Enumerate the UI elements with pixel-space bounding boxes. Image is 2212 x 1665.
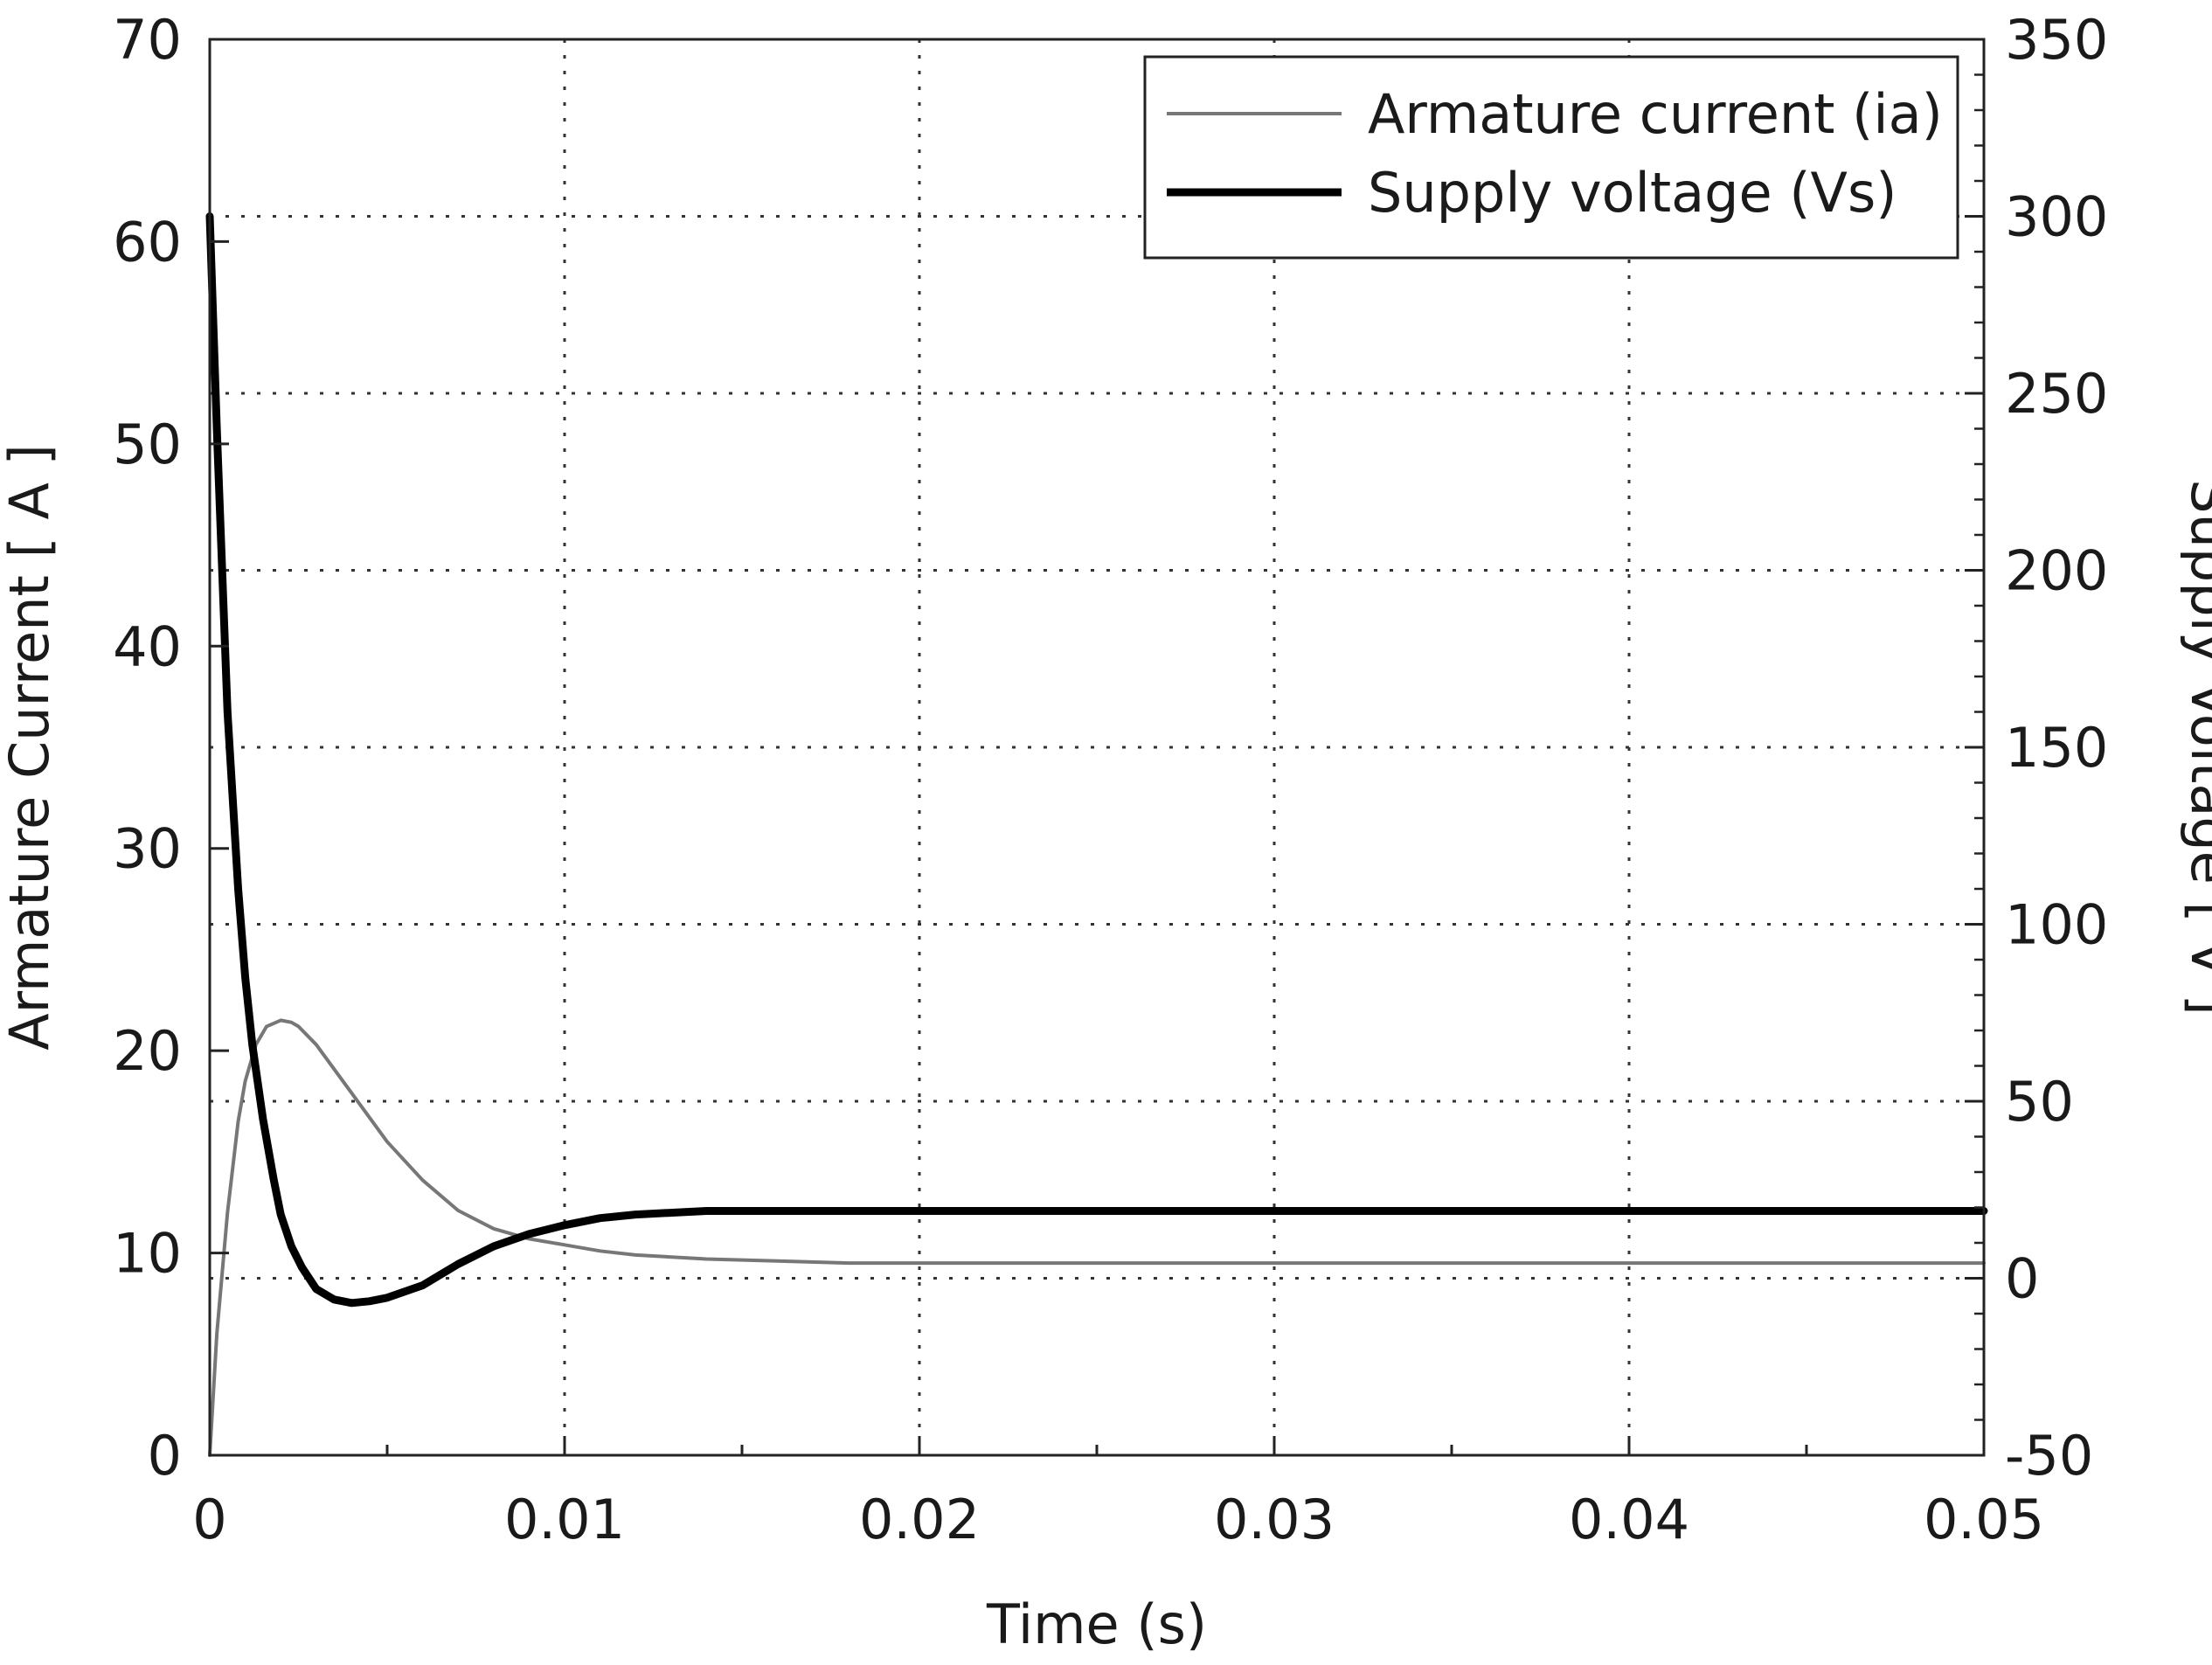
axis-ticks	[208, 38, 1986, 1457]
left-y-tick-label: 10	[113, 1222, 182, 1286]
legend-label-armature-current: Armature current (ia)	[1368, 82, 1943, 146]
x-tick-label: 0.05	[1924, 1488, 2044, 1551]
left-y-tick-label: 40	[113, 614, 182, 678]
right-y-tick-label: 100	[2005, 893, 2108, 957]
left-y-tick-label: 70	[113, 8, 182, 72]
chart-legend: Armature current (ia) Supply voltage (Vs…	[1143, 55, 1959, 260]
left-y-tick-label: 50	[113, 413, 182, 476]
right-y-tick-label: -50	[2005, 1424, 2093, 1488]
right-y-tick-label: 0	[2005, 1247, 2039, 1311]
right-y-tick-label: 50	[2005, 1070, 2074, 1134]
x-tick-label: 0.01	[504, 1488, 625, 1551]
right-y-tick-label: 350	[2005, 8, 2108, 72]
x-tick-label: 0.03	[1214, 1488, 1335, 1551]
right-y-tick-label: 150	[2005, 716, 2108, 780]
right-y-tick-labels: -50 0 50 100 150 200 250 300 350	[2005, 8, 2108, 1488]
left-y-axis-title: Armature Current [ A ]	[0, 444, 61, 1051]
series-lines	[205, 212, 1988, 1457]
x-tick-label: 0	[192, 1488, 226, 1551]
right-y-tick-label: 250	[2005, 362, 2108, 426]
x-axis-title: Time (s)	[986, 1592, 1207, 1656]
right-y-tick-label: 200	[2005, 539, 2108, 603]
x-tick-labels: 0 0.01 0.02 0.03 0.04 0.05	[192, 1488, 2044, 1551]
legend-box	[1143, 55, 1959, 260]
left-y-tick-label: 20	[113, 1019, 182, 1083]
series-line-supply-voltage	[205, 212, 1988, 1308]
series-line-armature-current	[208, 1018, 1986, 1457]
left-y-tick-label: 30	[113, 817, 182, 881]
left-y-tick-labels: 0 10 20 30 40 50 60 70	[113, 8, 182, 1488]
x-tick-label: 0.04	[1569, 1488, 1689, 1551]
right-y-tick-label: 300	[2005, 185, 2108, 249]
left-y-tick-label: 0	[148, 1424, 182, 1488]
grid-lines	[210, 39, 1984, 1455]
left-y-tick-label: 60	[113, 210, 182, 274]
right-y-axis-title: Supply Voltage [ V ]	[2179, 479, 2212, 1015]
legend-label-supply-voltage: Supply voltage (Vs)	[1368, 161, 1896, 225]
x-tick-label: 0.02	[859, 1488, 980, 1551]
